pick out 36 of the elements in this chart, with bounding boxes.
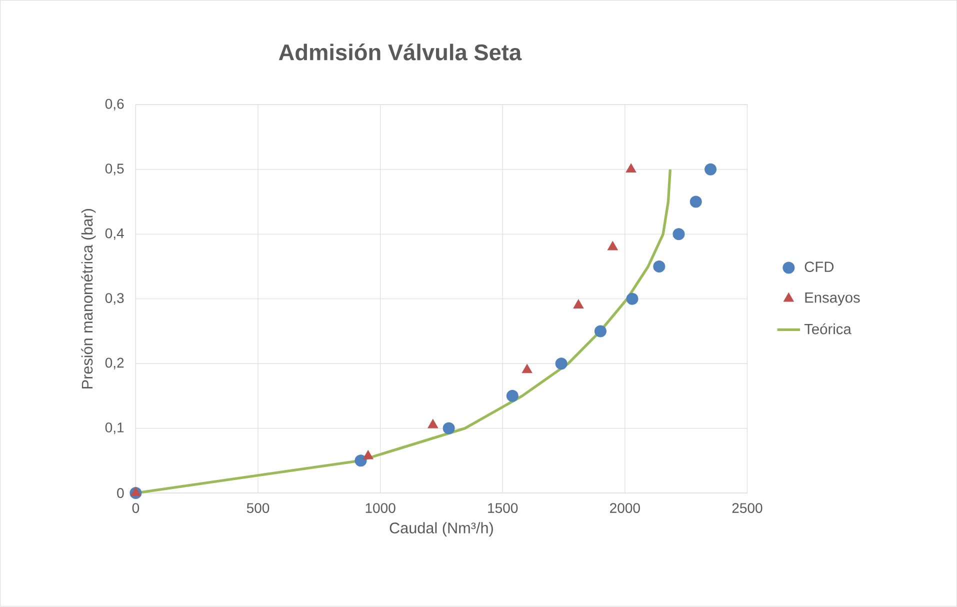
point (428, 419, 438, 428)
point (555, 358, 568, 370)
point (594, 325, 606, 338)
y-axis-title: Presión manométrica (bar) (81, 209, 96, 389)
chart-title: Admisión Válvula Seta (278, 44, 522, 61)
x-axis-title: Caudal (Nm³/h) (390, 522, 493, 537)
point (522, 364, 532, 374)
legend-label: CFD (804, 262, 834, 272)
point (607, 241, 618, 250)
x-tick-label: 1000 (366, 503, 396, 514)
x-tick-label: 2500 (732, 503, 762, 514)
y-tick-label: 0,4 (105, 228, 124, 240)
point (354, 454, 367, 467)
point (442, 422, 455, 434)
point (704, 164, 717, 176)
x-tick-label: 0 (132, 503, 140, 514)
legend-label: Ensayos (805, 292, 860, 306)
point (130, 487, 141, 496)
point (690, 196, 702, 208)
y-tick-label: 0,2 (105, 358, 124, 370)
x-tick-label: 500 (246, 503, 270, 514)
point (626, 292, 638, 305)
y-tick-label: 0,3 (105, 293, 124, 305)
point (573, 299, 584, 309)
x-tick-label: 2000 (610, 503, 640, 514)
x-tick-label: 1500 (488, 503, 518, 514)
point (653, 260, 666, 273)
point (362, 450, 374, 460)
y-tick-label: 0 (117, 488, 124, 498)
legend-label: Teórica (804, 323, 852, 334)
y-tick-label: 0,5 (105, 164, 124, 176)
point (626, 164, 636, 173)
y-tick-label: 0,6 (105, 99, 124, 111)
point (672, 228, 685, 240)
y-tick-label: 0,1 (105, 422, 124, 434)
point (506, 390, 518, 402)
